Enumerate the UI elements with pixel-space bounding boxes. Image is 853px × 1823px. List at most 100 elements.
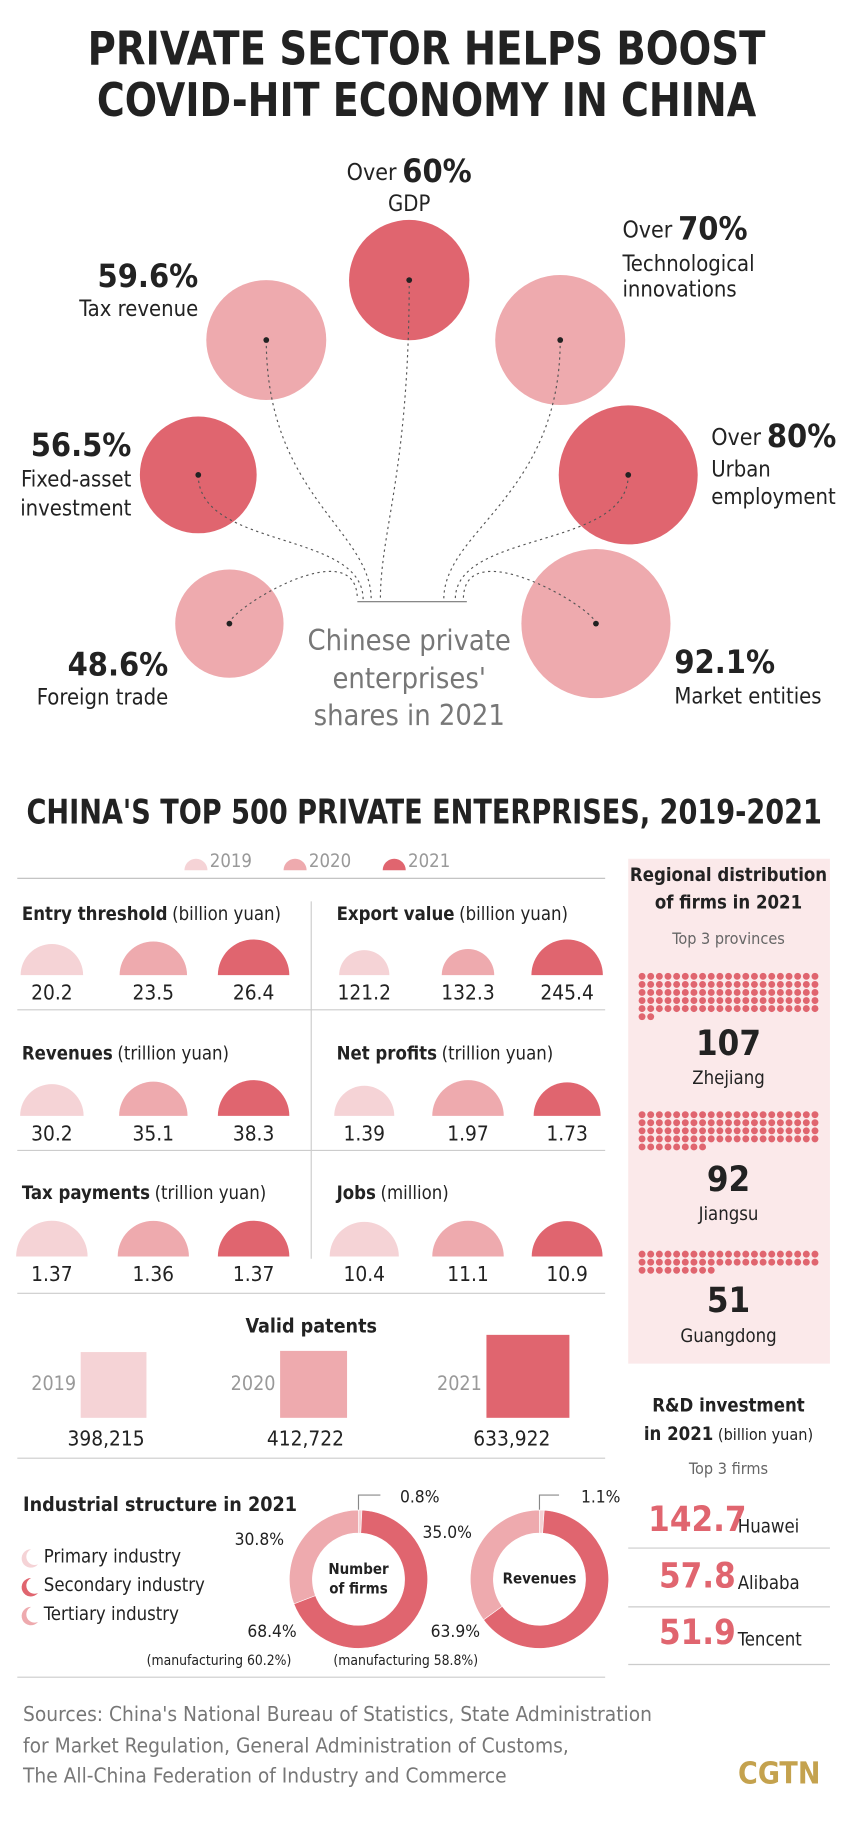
semicircle <box>217 1220 290 1257</box>
region-dot <box>681 1111 689 1119</box>
region-dot <box>664 1111 672 1119</box>
region-dot <box>681 1127 689 1135</box>
legend-label: 2021 <box>408 851 450 872</box>
region-dot <box>707 1135 715 1143</box>
region-dot <box>681 980 689 988</box>
region-dot <box>699 1250 707 1258</box>
region-dot <box>750 980 758 988</box>
panel-value: 38.3 <box>233 1121 275 1145</box>
share-value: 48.6% <box>68 645 169 683</box>
region-dot <box>742 1005 750 1013</box>
share-label: Market entities <box>674 684 821 709</box>
region-dot <box>750 1111 758 1119</box>
semicircle <box>117 1220 189 1257</box>
region-dot <box>664 1119 672 1127</box>
share-value-label: 48.6% <box>68 645 169 683</box>
region-dot <box>638 1119 646 1127</box>
panel-value: 121.2 <box>338 981 391 1005</box>
patent-square <box>486 1334 570 1418</box>
region-dot <box>664 1135 672 1143</box>
region-dot <box>742 1111 750 1119</box>
donut-label: 30.8% <box>235 1530 284 1550</box>
region-dot <box>733 1127 741 1135</box>
region-dot <box>776 1119 784 1127</box>
connector <box>265 340 372 600</box>
rd-title: in 2021 (billion yuan) <box>644 1424 813 1445</box>
region-dot <box>707 989 715 996</box>
panel-title-main: Entry threshold <box>22 904 168 925</box>
connector <box>462 570 597 624</box>
region-dot <box>655 1250 663 1258</box>
semicircle <box>16 1220 88 1257</box>
region-dot <box>673 1143 681 1151</box>
panel-value: 132.3 <box>441 981 494 1005</box>
title: PRIVATE SECTOR HELPS BOOST <box>88 21 766 75</box>
region-dot <box>785 1258 793 1266</box>
share-label: employment <box>711 485 836 510</box>
region-dot <box>725 1258 732 1266</box>
region-dot <box>794 989 802 996</box>
share-value: Over 70% <box>622 210 747 248</box>
center-dot <box>226 620 233 627</box>
region-dot <box>699 1119 707 1127</box>
legend-icon <box>21 1549 39 1568</box>
region-dot <box>776 989 784 996</box>
panel-value: 35.1 <box>133 1121 175 1145</box>
industry-legend: Primary industry <box>44 1546 181 1567</box>
region-dot <box>647 1013 655 1021</box>
region-dot <box>673 1005 681 1013</box>
region-dot <box>690 980 698 988</box>
regions-title: Regional distribution <box>630 865 827 886</box>
panel-value: 26.4 <box>233 981 275 1005</box>
region-dot <box>707 1111 715 1119</box>
region-dot <box>699 1258 707 1266</box>
donut-segment <box>293 1509 428 1649</box>
region-dot <box>742 972 750 980</box>
region-dot <box>664 972 672 980</box>
panel-value: 1.37 <box>233 1262 275 1286</box>
region-dot <box>811 1005 819 1013</box>
region-dot <box>742 1258 750 1266</box>
panel-value: 1.37 <box>31 1262 73 1286</box>
semicircle <box>119 1081 188 1116</box>
region-dot <box>681 1266 689 1274</box>
region-dot <box>811 997 819 1005</box>
region-dot <box>638 1258 646 1266</box>
share-value-label: 92.1% <box>674 643 775 681</box>
legend-icon <box>382 858 406 871</box>
region-dot <box>690 997 698 1005</box>
region-dot <box>655 1127 663 1135</box>
region-dot <box>673 972 681 980</box>
center-dot <box>406 277 413 283</box>
region-dot <box>690 1127 698 1135</box>
region-dot <box>794 1135 802 1143</box>
region-dot <box>725 989 732 996</box>
region-dot <box>690 1119 698 1127</box>
region-dot <box>725 1250 732 1258</box>
region-dot <box>681 1119 689 1127</box>
panel-value: 20.2 <box>31 981 73 1005</box>
center-dot <box>263 337 270 343</box>
region-dot <box>811 1250 819 1258</box>
region-dot <box>733 1119 741 1127</box>
region-dot <box>811 1127 819 1135</box>
region-dot <box>664 1127 672 1135</box>
region-dot <box>638 1111 646 1119</box>
region-dot <box>733 1258 741 1266</box>
region-dot <box>759 989 767 996</box>
donut-segment <box>483 1509 609 1649</box>
share-label: Tax revenue <box>78 297 198 322</box>
region-dot <box>811 1258 819 1266</box>
semicircle <box>432 1080 504 1116</box>
region-dot <box>681 1005 689 1013</box>
panel-title: Jobs (million) <box>336 1183 449 1204</box>
source: The All-China Federation of Industry and… <box>22 1763 507 1787</box>
panel-value: 1.36 <box>133 1262 175 1286</box>
region-value: 92 <box>707 1160 750 1200</box>
region-dot <box>638 980 646 988</box>
region-dot <box>750 1258 758 1266</box>
semicircle <box>217 939 290 976</box>
region-dot <box>794 1258 802 1266</box>
region-dot <box>750 997 758 1005</box>
region-dot <box>794 1250 802 1258</box>
